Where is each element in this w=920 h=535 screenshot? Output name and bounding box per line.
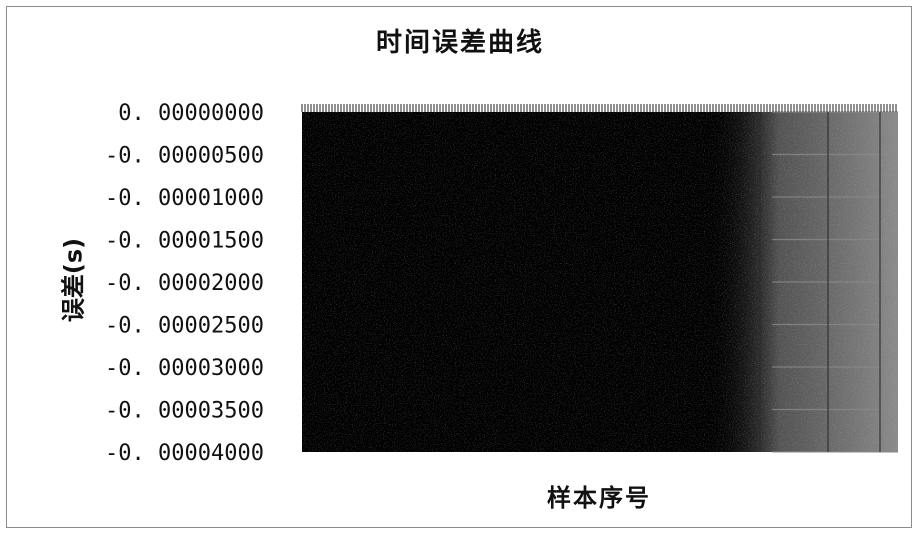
x-axis-label: 样本序号 — [547, 484, 651, 512]
y-tick-label-0: 0. 00000000 — [118, 101, 264, 126]
y-tick-label-4: -0. 00002000 — [105, 271, 264, 296]
chart-title: 时间误差曲线 — [375, 28, 544, 58]
y-tick-label-1: -0. 00000500 — [105, 144, 264, 169]
y-tick-label-3: -0. 00001500 — [105, 229, 264, 254]
y-tick-label-2: -0. 00001000 — [105, 186, 264, 211]
y-tick-label-7: -0. 00003500 — [105, 399, 264, 424]
y-tick-label-6: -0. 00003000 — [105, 356, 264, 381]
y-tick-label-8: -0. 00004000 — [105, 441, 264, 466]
y-tick-label-5: -0. 00002500 — [105, 314, 264, 339]
